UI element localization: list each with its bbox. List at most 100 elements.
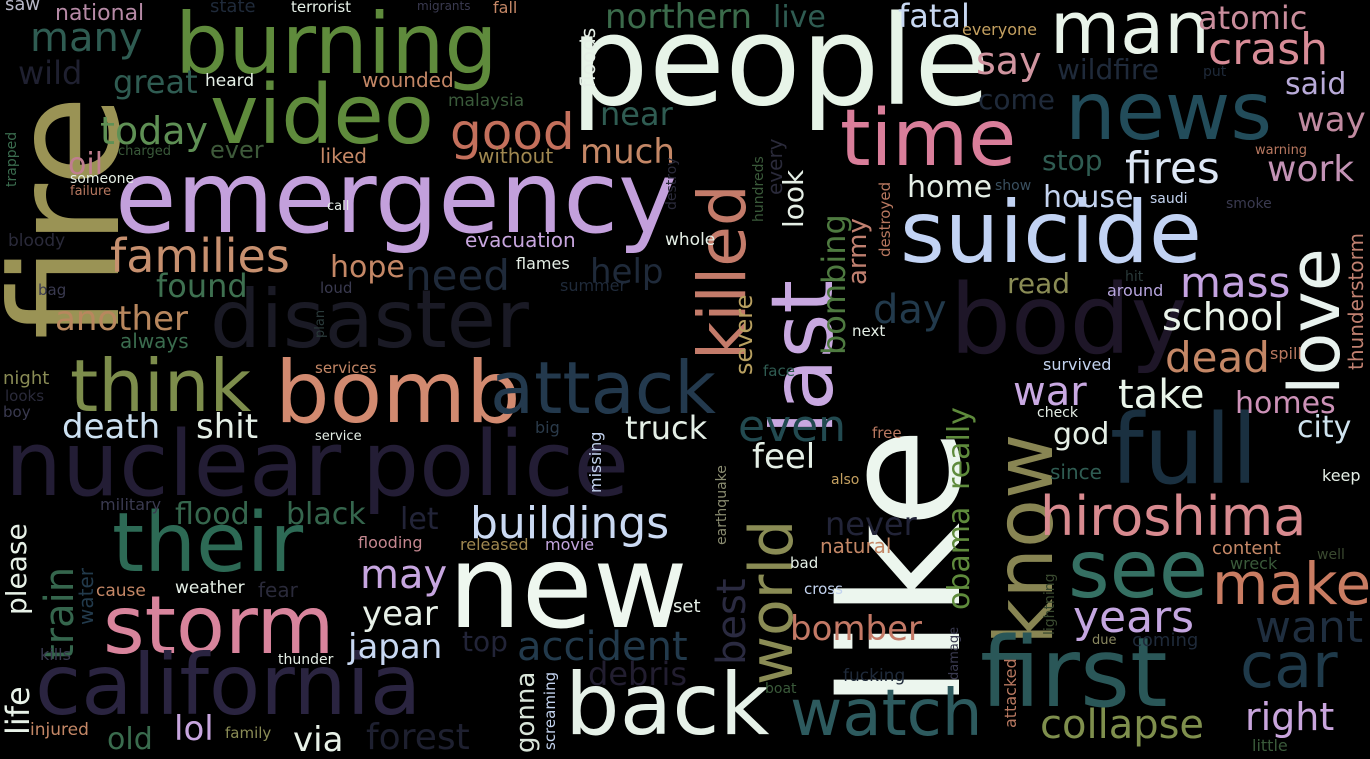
word-police: police: [362, 412, 630, 517]
word-work: work: [1267, 149, 1355, 190]
word-collapse: collapse: [1040, 702, 1205, 748]
word-right: right: [1245, 695, 1335, 739]
word-earthquake: earthquake: [714, 465, 730, 545]
word-check: check: [1037, 405, 1078, 421]
word-someone: someone: [70, 171, 135, 187]
word-city: city: [1297, 410, 1352, 445]
word-man: man: [1050, 0, 1210, 70]
word-body: body: [950, 264, 1188, 376]
word-migrants: migrants: [417, 0, 471, 13]
word-screaming: screaming: [541, 671, 559, 750]
word-nuclear: nuclear: [5, 412, 342, 517]
word-heard: heard: [205, 71, 255, 91]
word-gonna: gonna: [511, 671, 541, 753]
word-trapped: trapped: [4, 131, 20, 187]
word-shit: shit: [196, 407, 259, 447]
word-survived: survived: [1043, 355, 1112, 374]
word-night: night: [3, 368, 50, 389]
word-lol: lol: [174, 709, 214, 749]
word-services: services: [315, 359, 377, 377]
word-summer: summer: [560, 276, 627, 295]
word-terrorist: terrorist: [291, 0, 352, 16]
word-old: old: [107, 722, 153, 757]
word-god: god: [1053, 417, 1110, 452]
word-boy: boy: [3, 403, 31, 421]
word-bad: bad: [790, 554, 819, 572]
word-floods: floods: [576, 27, 600, 88]
word-looks: looks: [5, 387, 45, 405]
word-storm: storm: [103, 579, 335, 672]
word-may: may: [360, 552, 448, 598]
word-live: live: [773, 0, 826, 35]
word-hit: hit: [1125, 269, 1144, 285]
word-spill: spill: [1270, 344, 1302, 363]
word-war: war: [1013, 369, 1087, 415]
word-saudi: saudi: [1150, 191, 1188, 207]
word-liked: liked: [320, 144, 367, 168]
word-service: service: [315, 429, 362, 444]
word-failure: failure: [70, 184, 112, 199]
word-well: well: [1317, 547, 1345, 563]
word-crash: crash: [1208, 24, 1329, 75]
word-big: big: [535, 418, 560, 437]
word-take: take: [1118, 372, 1205, 418]
word-due: due: [1092, 633, 1117, 648]
word-stop: stop: [1042, 144, 1103, 177]
word-since: since: [1050, 460, 1102, 484]
word-destroy: destroy: [664, 157, 680, 210]
word-love: love: [1274, 248, 1356, 395]
word-weather: weather: [175, 578, 245, 598]
word-saw: saw: [5, 0, 41, 15]
word-national: national: [55, 1, 145, 26]
word-content: content: [1212, 538, 1281, 559]
word-severe: severe: [730, 294, 758, 375]
word-year: year: [362, 594, 438, 634]
word-ever: ever: [210, 136, 264, 164]
word-flooding: flooding: [358, 533, 423, 552]
word-state: state: [210, 0, 256, 17]
word-let: let: [400, 502, 439, 537]
word-everyone: everyone: [962, 20, 1037, 39]
word-show: show: [995, 178, 1032, 194]
word-death: death: [62, 407, 161, 447]
word-via: via: [293, 720, 344, 759]
word-many: many: [30, 15, 143, 61]
word-destroyed: destroyed: [876, 181, 894, 257]
word-home: home: [907, 170, 993, 205]
word-think: think: [70, 344, 252, 428]
word-accident: accident: [517, 624, 688, 670]
word-years: years: [1073, 592, 1195, 643]
word-please: please: [0, 523, 33, 615]
word-thunderstorm: thunderstorm: [1344, 233, 1368, 370]
word-free: free: [872, 424, 902, 442]
word-said: said: [1285, 67, 1347, 102]
word-attack: attack: [490, 346, 716, 430]
word-suicide: suicide: [900, 183, 1202, 283]
word-debris: debris: [588, 655, 688, 693]
word-around: around: [1107, 281, 1164, 300]
word-people: people: [570, 0, 991, 134]
word-want: want: [1255, 602, 1364, 653]
word-hope: hope: [330, 250, 405, 285]
word-attacked: attacked: [1001, 658, 1020, 728]
word-video: video: [210, 68, 434, 163]
word-bomb: bomb: [275, 343, 521, 443]
word-army: army: [843, 218, 873, 285]
word-keep: keep: [1322, 466, 1361, 485]
word-read: read: [1007, 267, 1071, 300]
word-california: california: [35, 636, 422, 734]
word-obama: obama: [942, 506, 977, 610]
word-military: military: [100, 495, 162, 514]
word-set: set: [673, 596, 701, 617]
word-whole: whole: [665, 230, 716, 250]
word-family: family: [225, 724, 272, 742]
word-wild: wild: [18, 54, 83, 92]
word-cause: cause: [96, 581, 146, 601]
word-hundreds: hundreds: [751, 156, 767, 222]
word-mass: mass: [1180, 258, 1291, 307]
word-evacuation: evacuation: [465, 228, 576, 252]
word-found: found: [156, 267, 248, 305]
word-best: best: [709, 578, 755, 665]
word-malaysia: malaysia: [448, 91, 525, 111]
